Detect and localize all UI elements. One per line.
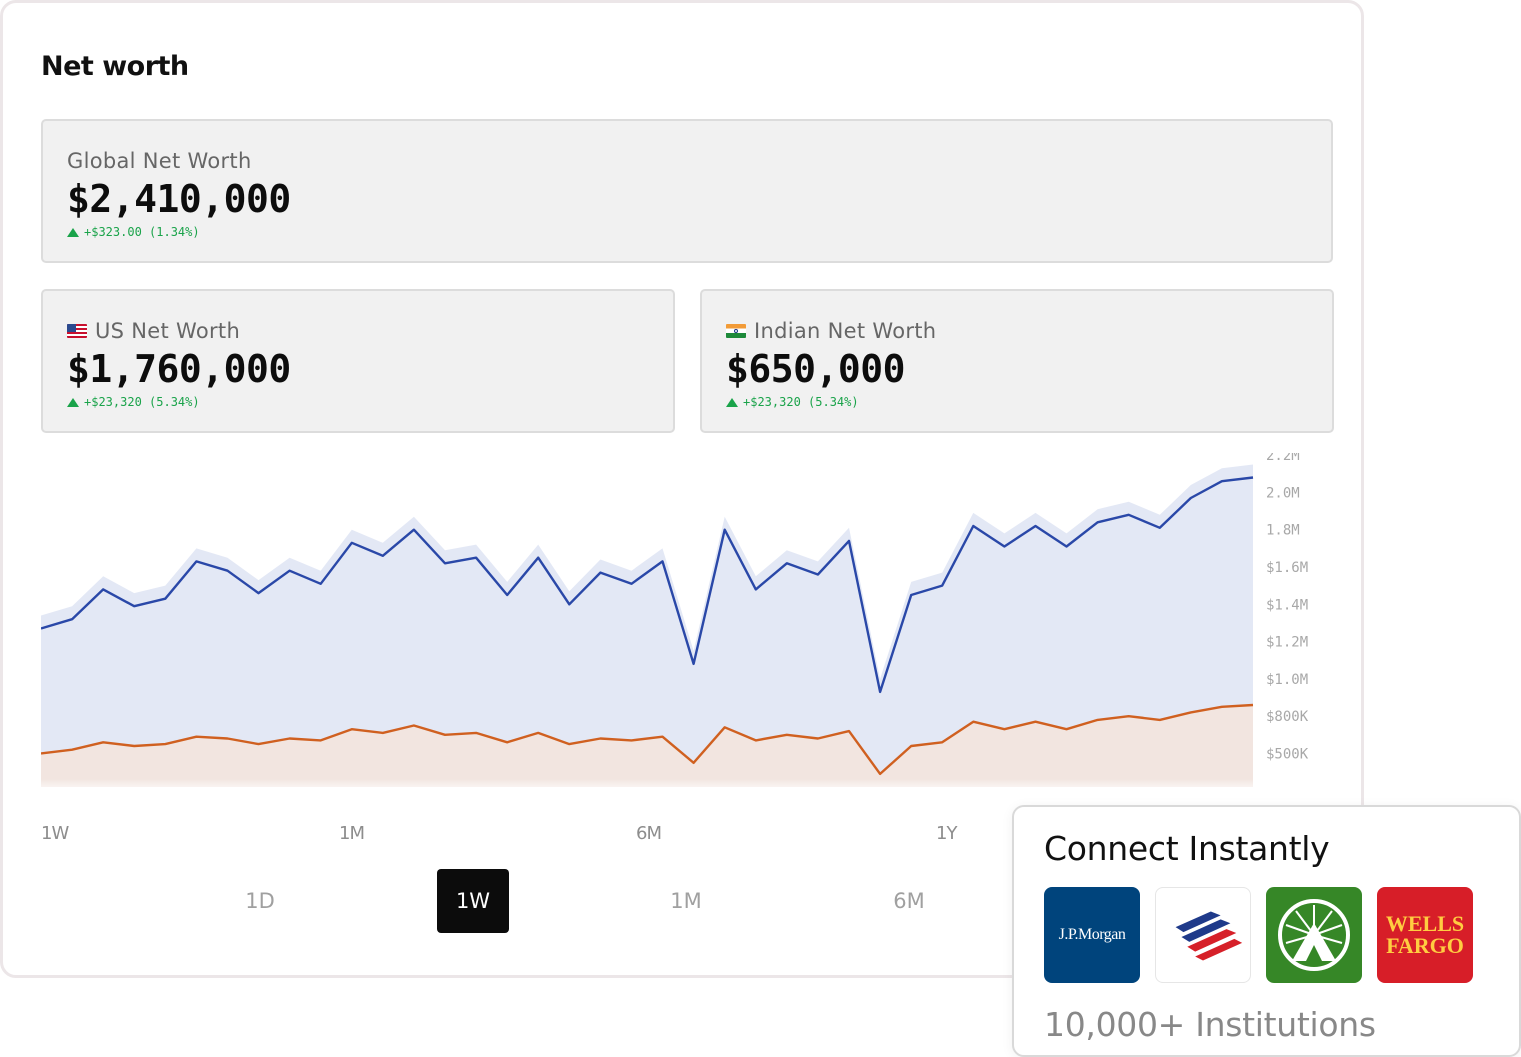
- global-net-worth-change: +$323.00 (1.34%): [67, 225, 200, 239]
- jp-morgan-logo-text: J.P.Morgan: [1058, 926, 1126, 943]
- wells-fargo-logo-text: WELLS FARGO: [1385, 911, 1465, 958]
- y-tick-label: 1.8M: [1266, 523, 1300, 539]
- y-tick-label: 2.0M: [1266, 485, 1300, 501]
- x-axis-label-1w: 1W: [41, 823, 69, 844]
- global-net-worth-card: Global Net Worth $2,410,000 +$323.00 (1.…: [41, 119, 1333, 263]
- us-flag-icon: [67, 324, 87, 338]
- indian-net-worth-label: Indian Net Worth: [726, 319, 936, 343]
- range-button-6m[interactable]: 6M: [893, 889, 925, 913]
- bank-of-america-logo[interactable]: [1155, 887, 1251, 983]
- net-worth-chart: 2.2M 2.0M 1.8M $1.6M $1.4M $1.2M $1.0M $800K $50…: [41, 453, 1309, 793]
- y-tick-label: $1.2M: [1266, 635, 1308, 651]
- up-arrow-icon: [726, 397, 738, 407]
- series-area-2: [41, 705, 1253, 787]
- y-tick-label: $1.0M: [1266, 672, 1308, 688]
- y-axis-ticks: 2.2M 2.0M 1.8M $1.6M $1.4M $1.2M $1.0M $800K $50…: [1266, 453, 1309, 762]
- up-arrow-icon: [67, 227, 79, 237]
- connect-instantly-card: Connect Instantly J.P.Morgan: [1012, 805, 1521, 1057]
- global-net-worth-label-text: Global Net Worth: [67, 149, 252, 173]
- indian-net-worth-card: Indian Net Worth $650,000 +$23,320 (5.34…: [700, 289, 1334, 433]
- fidelity-pyramid-icon: [1278, 899, 1350, 971]
- global-net-worth-value: $2,410,000: [67, 177, 291, 221]
- y-tick-label: $1.6M: [1266, 560, 1308, 576]
- page-title: Net worth: [41, 51, 189, 82]
- y-tick-label: $800K: [1266, 709, 1309, 725]
- x-axis-label-1y: 1Y: [936, 823, 957, 844]
- us-change-text: +$23,320 (5.34%): [84, 395, 200, 409]
- wells-fargo-logo[interactable]: WELLS FARGO: [1377, 887, 1473, 983]
- us-net-worth-label: US Net Worth: [67, 319, 240, 343]
- bank-of-america-flag-icon: [1175, 911, 1243, 961]
- indian-net-worth-label-text: Indian Net Worth: [754, 319, 937, 343]
- up-arrow-icon: [67, 397, 79, 407]
- indian-net-worth-change: +$23,320 (5.34%): [726, 395, 859, 409]
- us-net-worth-label-text: US Net Worth: [95, 319, 241, 343]
- india-flag-icon: [726, 324, 746, 338]
- global-change-text: +$323.00 (1.34%): [84, 225, 200, 239]
- chart-fade: [41, 779, 1253, 793]
- jp-morgan-logo[interactable]: J.P.Morgan: [1044, 887, 1140, 983]
- fidelity-logo[interactable]: [1266, 887, 1362, 983]
- us-net-worth-value: $1,760,000: [67, 347, 291, 391]
- india-change-text: +$23,320 (5.34%): [743, 395, 859, 409]
- series-line-2: [41, 703, 1254, 776]
- us-net-worth-change: +$23,320 (5.34%): [67, 395, 200, 409]
- chart-series: [41, 464, 1254, 787]
- y-tick-label: $500K: [1266, 746, 1309, 762]
- series-line-1: [41, 476, 1254, 694]
- y-tick-label: $1.4M: [1266, 597, 1308, 613]
- series-area-1: [41, 464, 1253, 787]
- range-button-1w[interactable]: 1W: [437, 869, 509, 933]
- institutions-count: 10,000+ Institutions: [1044, 1005, 1376, 1044]
- range-button-1m[interactable]: 1M: [670, 889, 702, 913]
- x-axis-label-6m: 6M: [636, 823, 662, 844]
- y-tick-label: 2.2M: [1266, 453, 1300, 464]
- global-net-worth-label: Global Net Worth: [67, 149, 252, 173]
- connect-title: Connect Instantly: [1044, 829, 1330, 868]
- x-axis-label-1m: 1M: [339, 823, 365, 844]
- us-net-worth-card: US Net Worth $1,760,000 +$23,320 (5.34%): [41, 289, 675, 433]
- net-worth-card: Net worth Global Net Worth $2,410,000 +$…: [0, 0, 1364, 978]
- indian-net-worth-value: $650,000: [726, 347, 906, 391]
- range-button-1d[interactable]: 1D: [245, 889, 275, 913]
